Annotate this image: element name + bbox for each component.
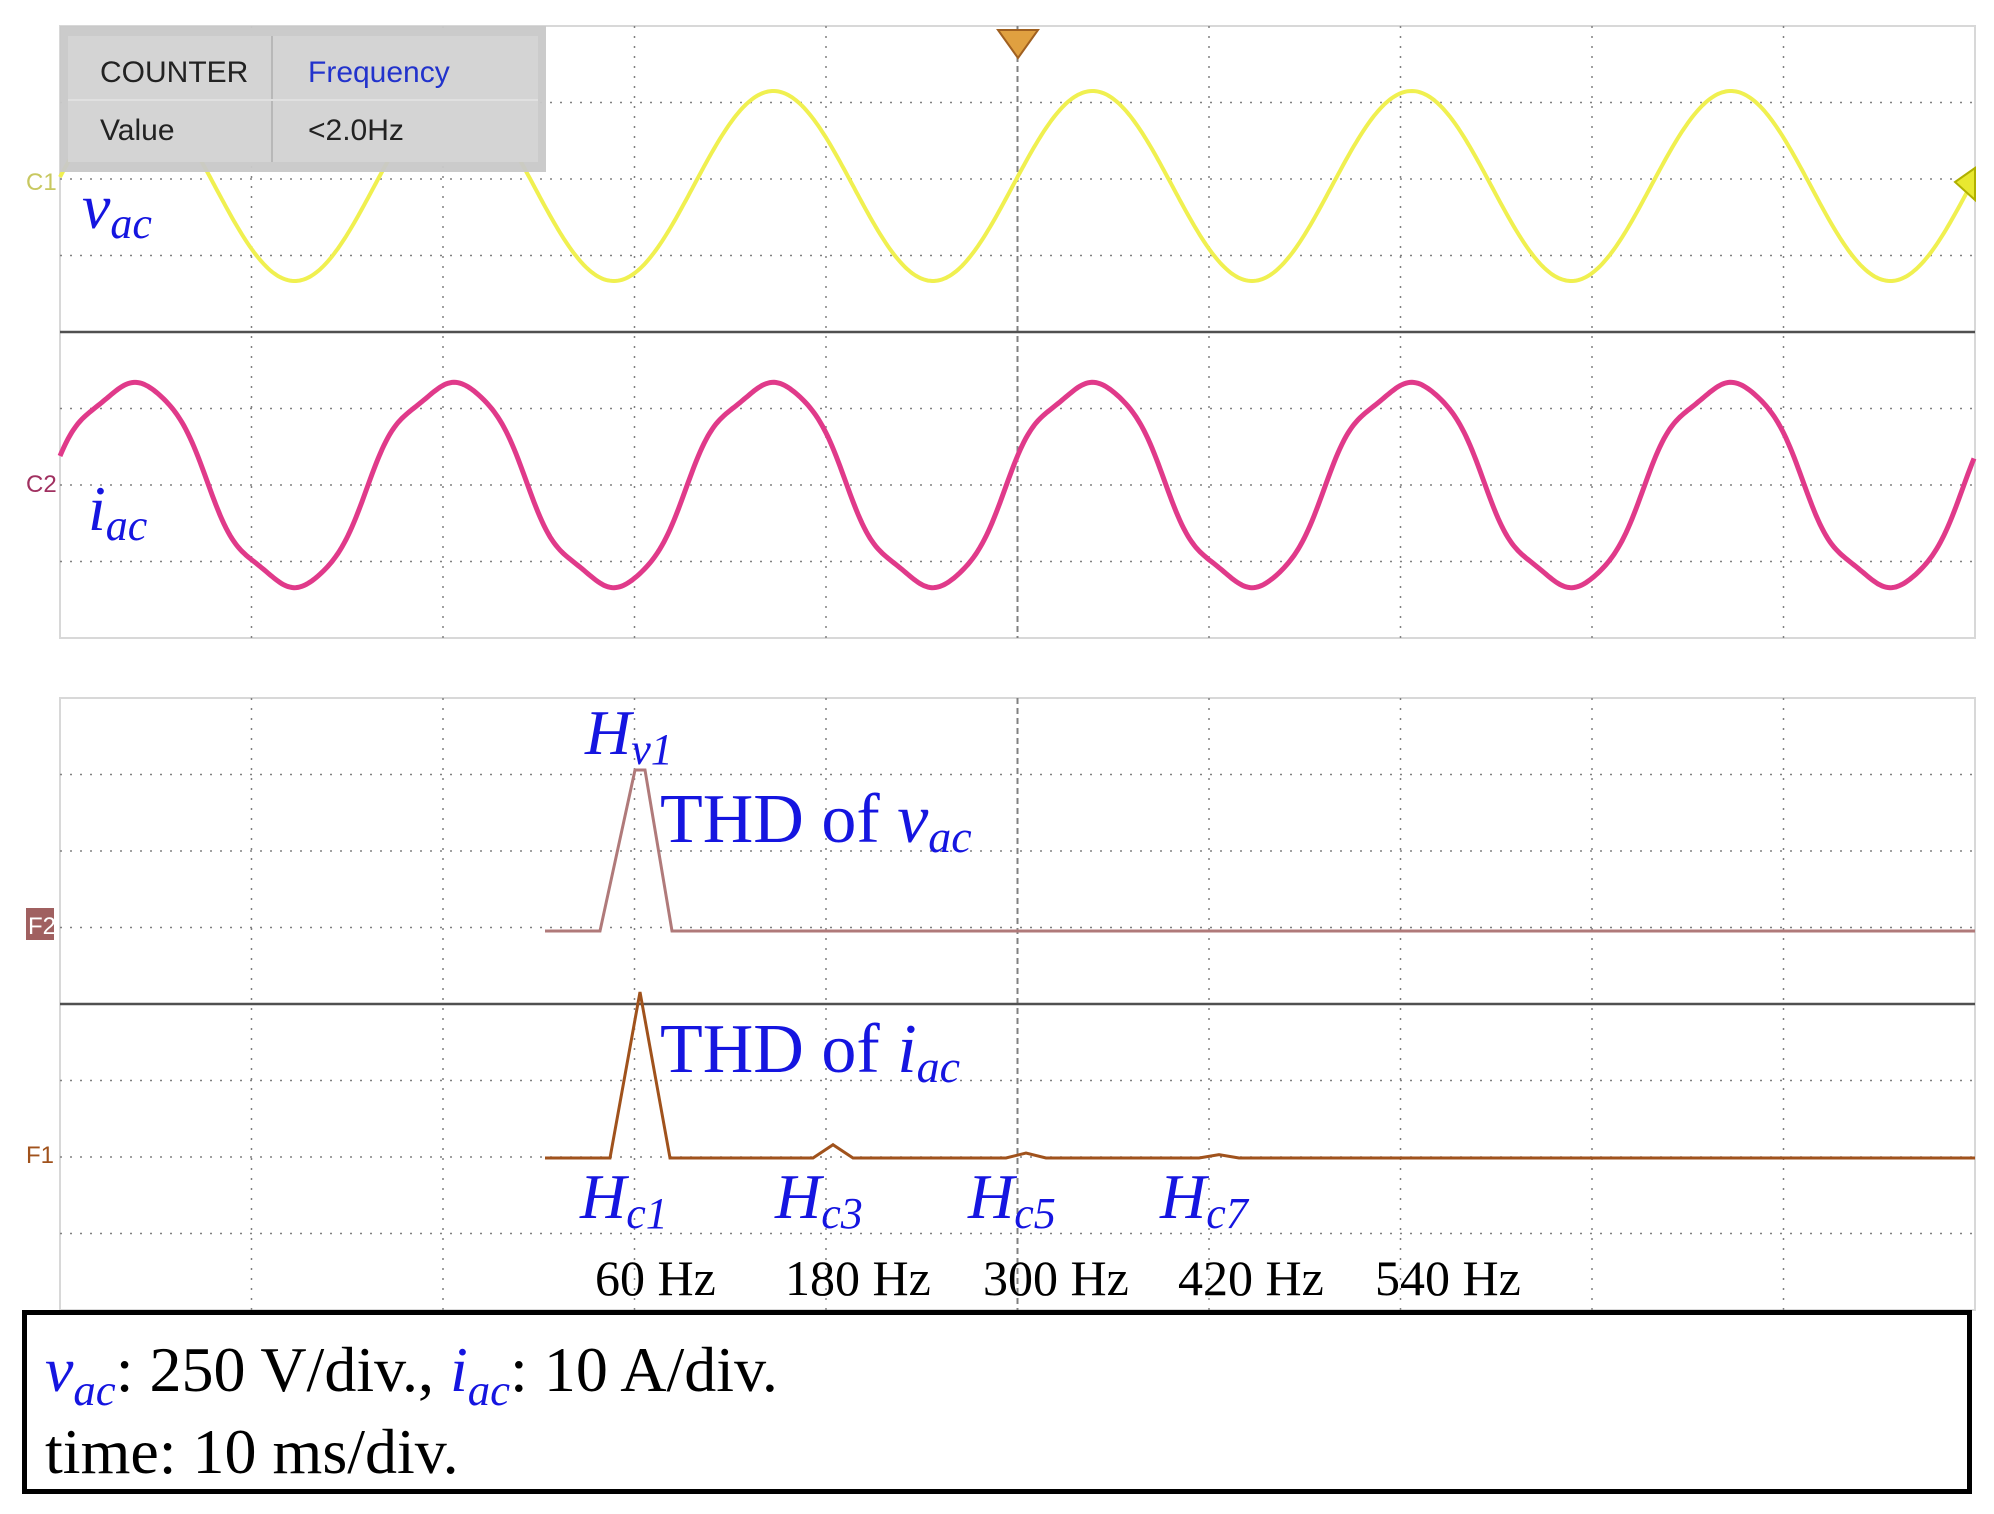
thd-vac-label: THD of vac bbox=[660, 781, 972, 862]
info-i-scale: : 10 A/div. bbox=[510, 1334, 778, 1405]
trigger-position-marker bbox=[996, 29, 1040, 60]
thd-iac-trace bbox=[545, 991, 1975, 1160]
hc3-label: Hc3 bbox=[774, 1161, 863, 1238]
hc5-label: Hc5 bbox=[967, 1161, 1056, 1238]
vac-label: vac bbox=[82, 171, 152, 248]
iac-label: iac bbox=[88, 473, 148, 550]
waveforms bbox=[57, 88, 1977, 1160]
channel-marker-c1: C1 bbox=[26, 169, 57, 196]
frequency-tick-1: 180 Hz bbox=[785, 1250, 931, 1306]
hv1-label: Hv1 bbox=[584, 697, 673, 774]
channel-marker-f2: F2 bbox=[28, 913, 56, 940]
vac-trace bbox=[58, 88, 1976, 284]
hc7-label: Hc7 bbox=[1159, 1161, 1250, 1238]
frequency-tick-0: 60 Hz bbox=[595, 1250, 716, 1306]
counter-row-value: <2.0Hz bbox=[308, 114, 404, 147]
thd-iac-label: THD of iac bbox=[660, 1011, 960, 1092]
channel-marker-f2-bg bbox=[26, 908, 54, 940]
counter-box: COUNTER Frequency Value <2.0Hz bbox=[60, 26, 546, 172]
frequency-tick-labels: 60 Hz 180 Hz 300 Hz 420 Hz 540 Hz bbox=[595, 1250, 1521, 1306]
trigger-level-marker bbox=[1953, 166, 1976, 203]
channel-marker-f1: F1 bbox=[26, 1142, 54, 1169]
frequency-tick-2: 300 Hz bbox=[983, 1250, 1129, 1306]
counter-header-frequency: Frequency bbox=[308, 56, 450, 89]
channel-marker-c2: C2 bbox=[26, 471, 57, 498]
info-v-symbol: vac bbox=[45, 1334, 116, 1415]
info-v-scale: : 250 V/div., bbox=[115, 1334, 450, 1405]
thd-vac-trace bbox=[545, 768, 1975, 933]
scale-info-line2: time: 10 ms/div. bbox=[45, 1416, 459, 1487]
counter-header-label: COUNTER bbox=[100, 56, 248, 89]
frequency-tick-4: 540 Hz bbox=[1375, 1250, 1521, 1306]
grids bbox=[60, 26, 1975, 1310]
info-i-symbol: iac bbox=[449, 1334, 511, 1415]
counter-row-label: Value bbox=[100, 114, 175, 147]
frequency-tick-3: 420 Hz bbox=[1178, 1250, 1324, 1306]
iac-trace bbox=[57, 379, 1977, 591]
scale-info-box: vac: 250 V/div., iac: 10 A/div. time: 10… bbox=[22, 1310, 1972, 1494]
scale-info-line1: vac: 250 V/div., iac: 10 A/div. bbox=[45, 1333, 778, 1416]
hc1-label: Hc1 bbox=[579, 1161, 668, 1238]
